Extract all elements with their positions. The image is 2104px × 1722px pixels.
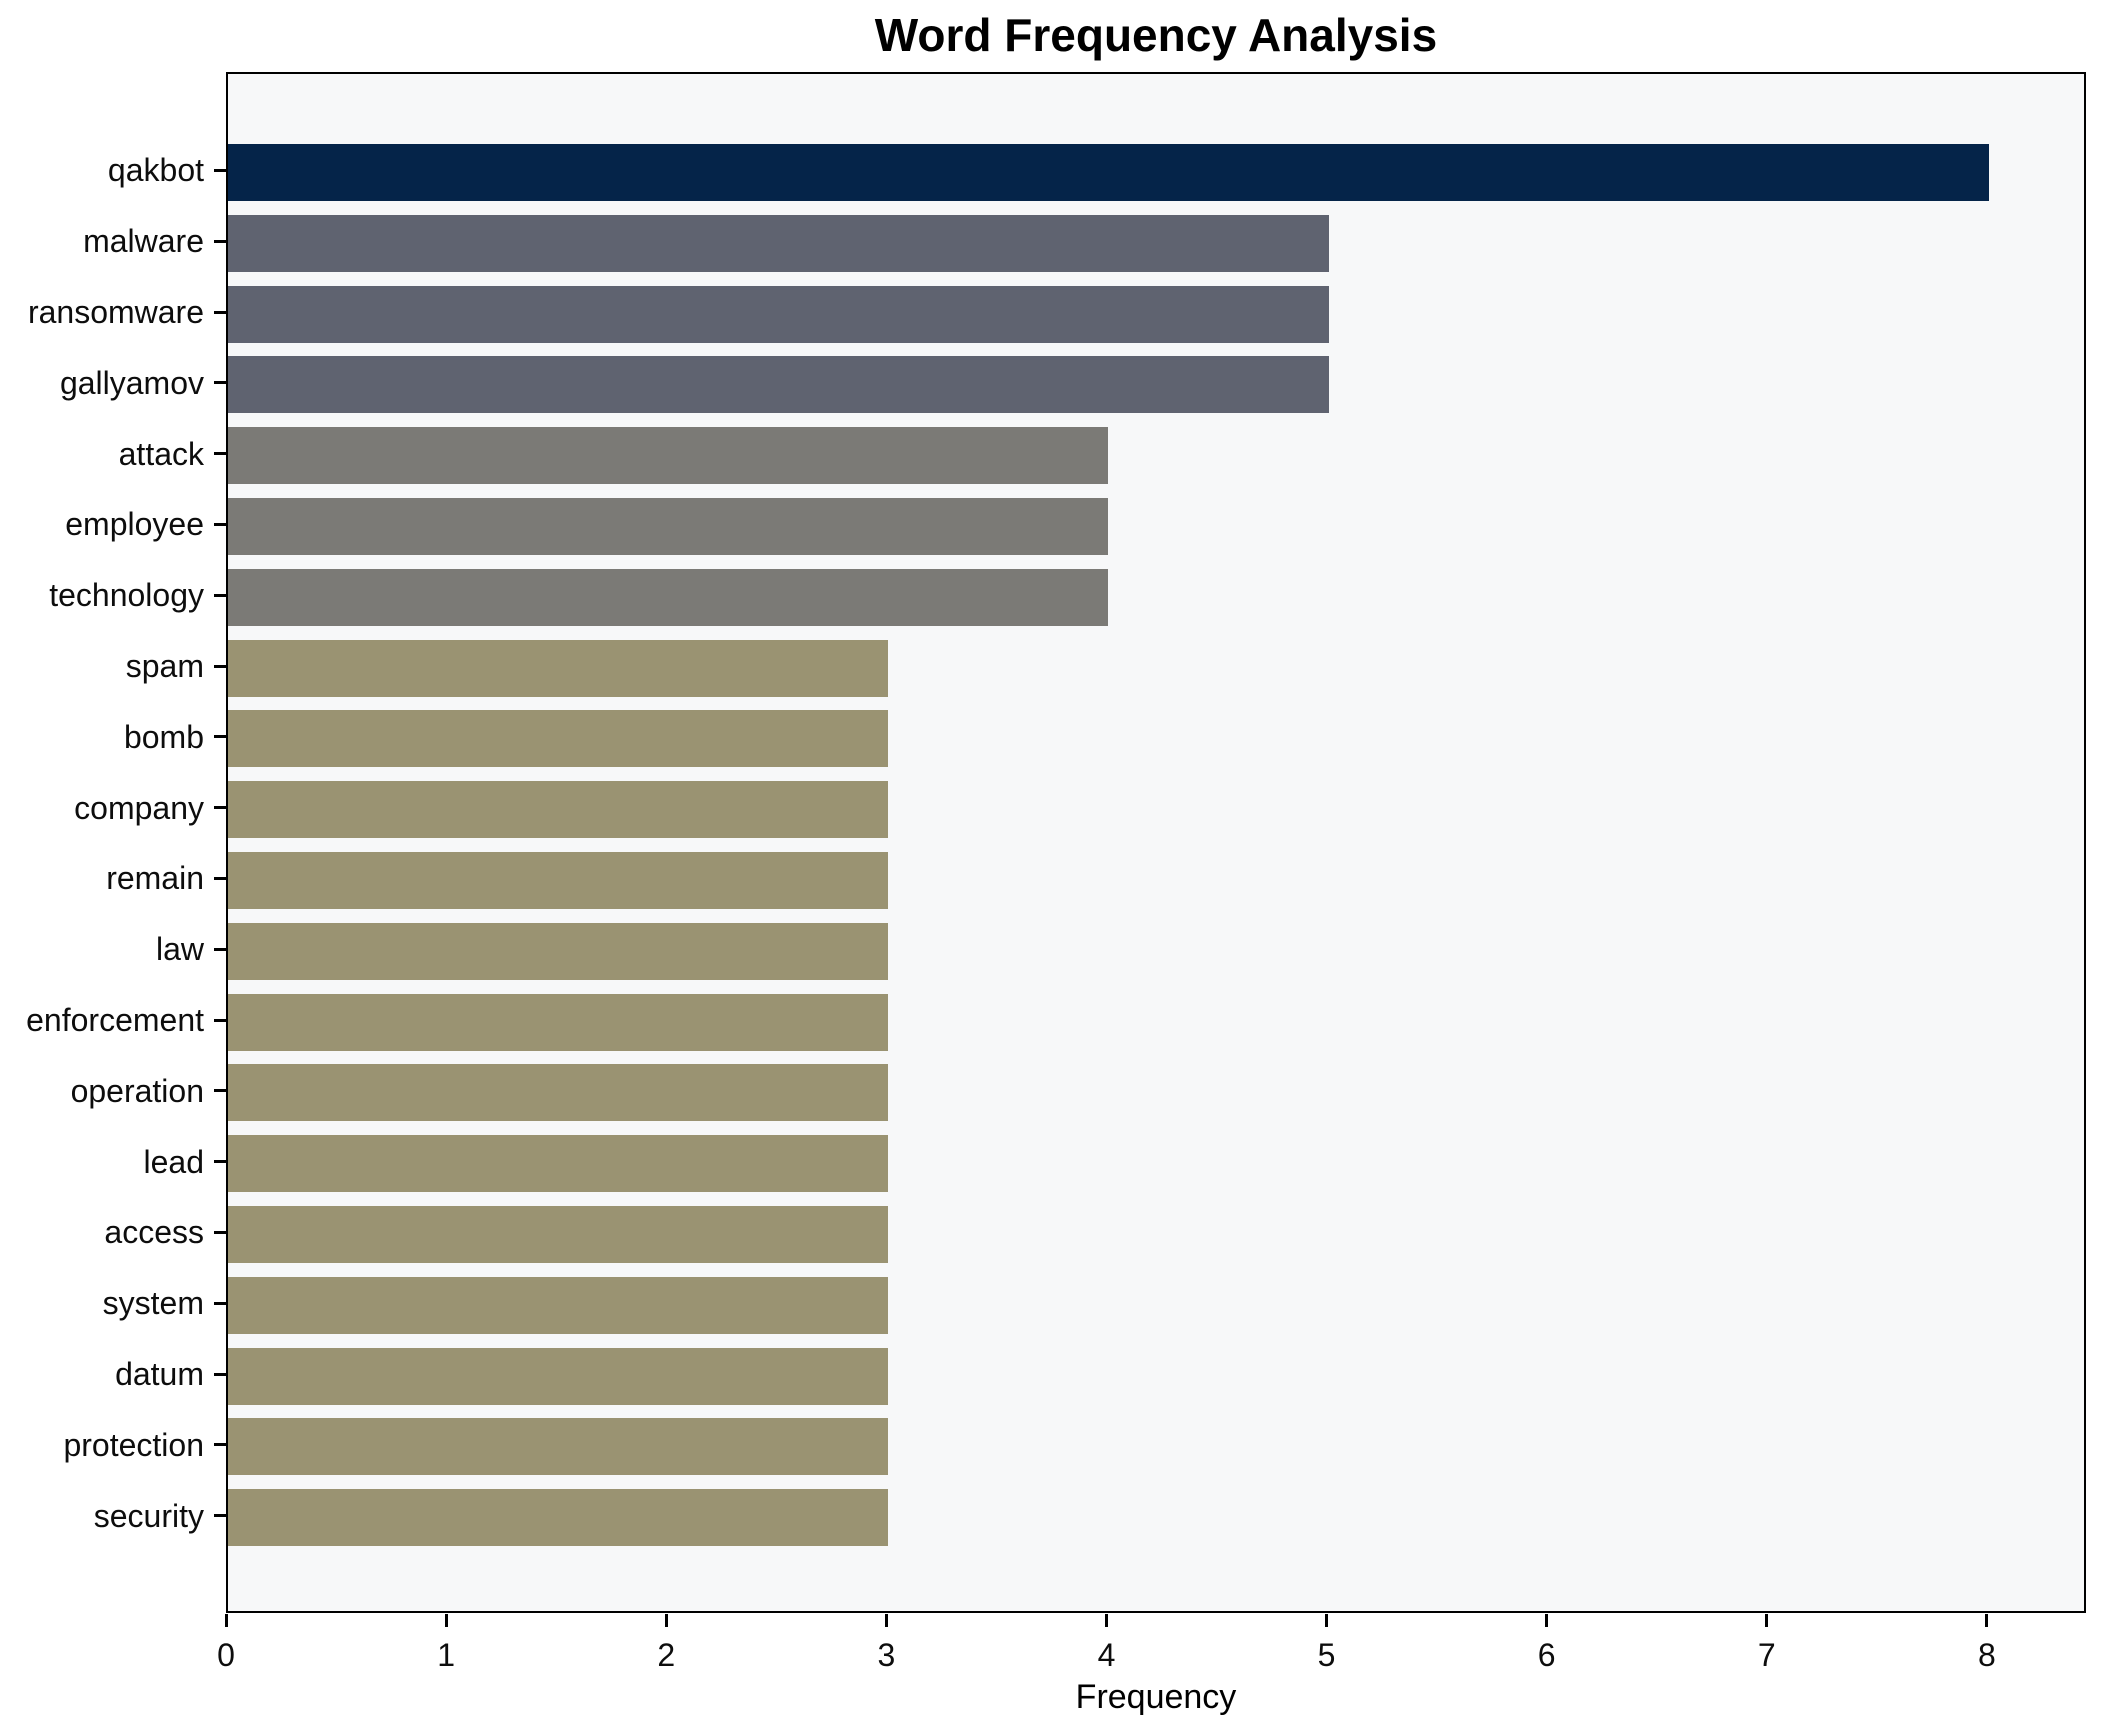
y-tick-mark [214, 593, 226, 597]
y-tick-label-bomb: bomb [123, 718, 204, 755]
x-tick-mark [1104, 1614, 1108, 1627]
y-tick-label-gallyamov: gallyamov [59, 364, 204, 401]
x-tick-mark [884, 1614, 888, 1627]
y-tick-mark [214, 876, 226, 880]
x-axis-label: Frequency [1075, 1678, 1237, 1716]
x-tick-mark [1325, 1614, 1329, 1627]
y-tick-mark [214, 1301, 226, 1305]
y-tick-mark [214, 664, 226, 668]
x-tick-label-3: 3 [877, 1637, 896, 1673]
bar-qakbot [228, 143, 1989, 201]
y-tick-label-operation: operation [70, 1072, 204, 1109]
y-tick-mark [214, 381, 226, 385]
y-tick-mark [214, 947, 226, 951]
y-tick-mark [214, 1372, 226, 1376]
y-tick-label-malware: malware [83, 223, 204, 260]
x-tick-label-7: 7 [1757, 1637, 1776, 1673]
y-tick-mark [214, 1514, 226, 1518]
y-tick-label-remain: remain [106, 860, 204, 897]
y-tick-mark [214, 522, 226, 526]
x-tick-mark [1545, 1614, 1549, 1627]
x-tick-label-4: 4 [1097, 1637, 1116, 1673]
y-tick-label-attack: attack [118, 435, 204, 472]
x-tick-mark [224, 1614, 228, 1627]
x-tick-label-2: 2 [657, 1637, 676, 1673]
bar-spam [228, 639, 889, 697]
y-tick-mark [214, 452, 226, 456]
bar-remain [228, 851, 889, 909]
bar-datum [228, 1347, 889, 1405]
bar-enforcement [228, 993, 889, 1051]
bar-company [228, 781, 889, 839]
y-tick-label-security: security [93, 1497, 204, 1534]
bar-employee [228, 497, 1109, 555]
bar-ransomware [228, 285, 1329, 343]
y-tick-label-system: system [102, 1285, 204, 1322]
plot-area [226, 72, 2086, 1613]
y-tick-label-spam: spam [125, 648, 204, 684]
bar-system [228, 1276, 889, 1334]
y-tick-label-access: access [104, 1214, 204, 1251]
x-tick-label-5: 5 [1317, 1637, 1336, 1673]
x-tick-label-1: 1 [437, 1637, 455, 1673]
bar-malware [228, 214, 1329, 272]
bar-gallyamov [228, 356, 1329, 414]
bar-protection [228, 1418, 889, 1476]
bar-lead [228, 1135, 889, 1193]
y-tick-mark [214, 735, 226, 739]
x-tick-label-8: 8 [1978, 1637, 1996, 1673]
y-tick-mark [214, 1443, 226, 1447]
y-tick-label-technology: technology [49, 577, 204, 614]
x-tick-label-0: 0 [217, 1637, 235, 1673]
x-tick-mark [1985, 1614, 1989, 1627]
y-tick-label-enforcement: enforcement [26, 1002, 204, 1038]
bar-operation [228, 1064, 889, 1122]
bar-attack [228, 427, 1109, 485]
bar-access [228, 1205, 889, 1263]
y-tick-mark [214, 168, 226, 172]
y-tick-label-protection: protection [63, 1426, 204, 1463]
y-tick-label-qakbot: qakbot [107, 152, 204, 189]
bar-law [228, 922, 889, 980]
y-tick-label-employee: employee [65, 506, 204, 543]
y-tick-label-law: law [155, 931, 204, 968]
x-tick-mark [664, 1614, 668, 1627]
y-tick-label-datum: datum [115, 1356, 204, 1392]
y-tick-mark [214, 806, 226, 810]
chart-title: Word Frequency Analysis [874, 9, 1438, 61]
bar-security [228, 1489, 889, 1547]
bar-bomb [228, 710, 889, 768]
x-tick-mark [444, 1614, 448, 1627]
y-tick-label-company: company [74, 789, 204, 826]
y-tick-mark [214, 1018, 226, 1022]
y-tick-mark [214, 310, 226, 314]
y-tick-mark [214, 1089, 226, 1093]
y-tick-label-lead: lead [143, 1143, 205, 1180]
y-tick-mark [214, 1230, 226, 1234]
bar-technology [228, 568, 1109, 626]
x-tick-mark [1765, 1614, 1769, 1627]
x-tick-label-6: 6 [1537, 1637, 1556, 1673]
y-tick-mark [214, 1160, 226, 1164]
y-tick-mark [214, 239, 226, 243]
y-tick-label-ransomware: ransomware [27, 294, 204, 330]
